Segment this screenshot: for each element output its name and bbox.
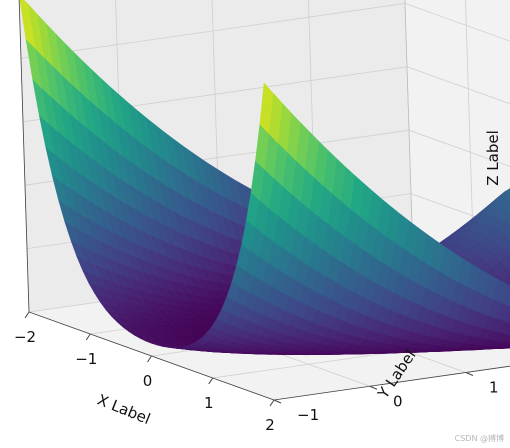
x-tick <box>85 333 91 341</box>
x-tick <box>269 399 275 407</box>
z-axis-label: Z Label <box>484 130 502 186</box>
y-tick <box>465 372 474 376</box>
x-tick <box>147 355 152 363</box>
x-gridline <box>212 335 510 379</box>
surface-patch <box>506 190 510 195</box>
surface-mesh <box>19 0 510 356</box>
x-axis-label: X Label <box>95 391 153 428</box>
x-tick-label: −2 <box>14 328 36 346</box>
x-tick <box>24 311 30 319</box>
y-tick <box>369 385 378 390</box>
x-tick <box>208 377 214 385</box>
y-tick-label: 0 <box>393 392 403 410</box>
x-tick-label: 2 <box>265 416 275 434</box>
tick-marks <box>24 311 474 407</box>
y-tick <box>273 399 282 404</box>
watermark: CSDN @搏博 <box>454 434 504 443</box>
surface-patch <box>505 206 510 213</box>
x-tick-label: −1 <box>75 350 97 368</box>
back-edge <box>404 0 414 258</box>
x-tick-label: 1 <box>204 394 214 412</box>
right-edge <box>273 365 510 401</box>
y-tick-label: 1 <box>489 379 499 397</box>
y-tick-label: −1 <box>297 406 319 424</box>
x-tick-label: 0 <box>143 372 153 390</box>
surface-patch <box>259 82 274 135</box>
